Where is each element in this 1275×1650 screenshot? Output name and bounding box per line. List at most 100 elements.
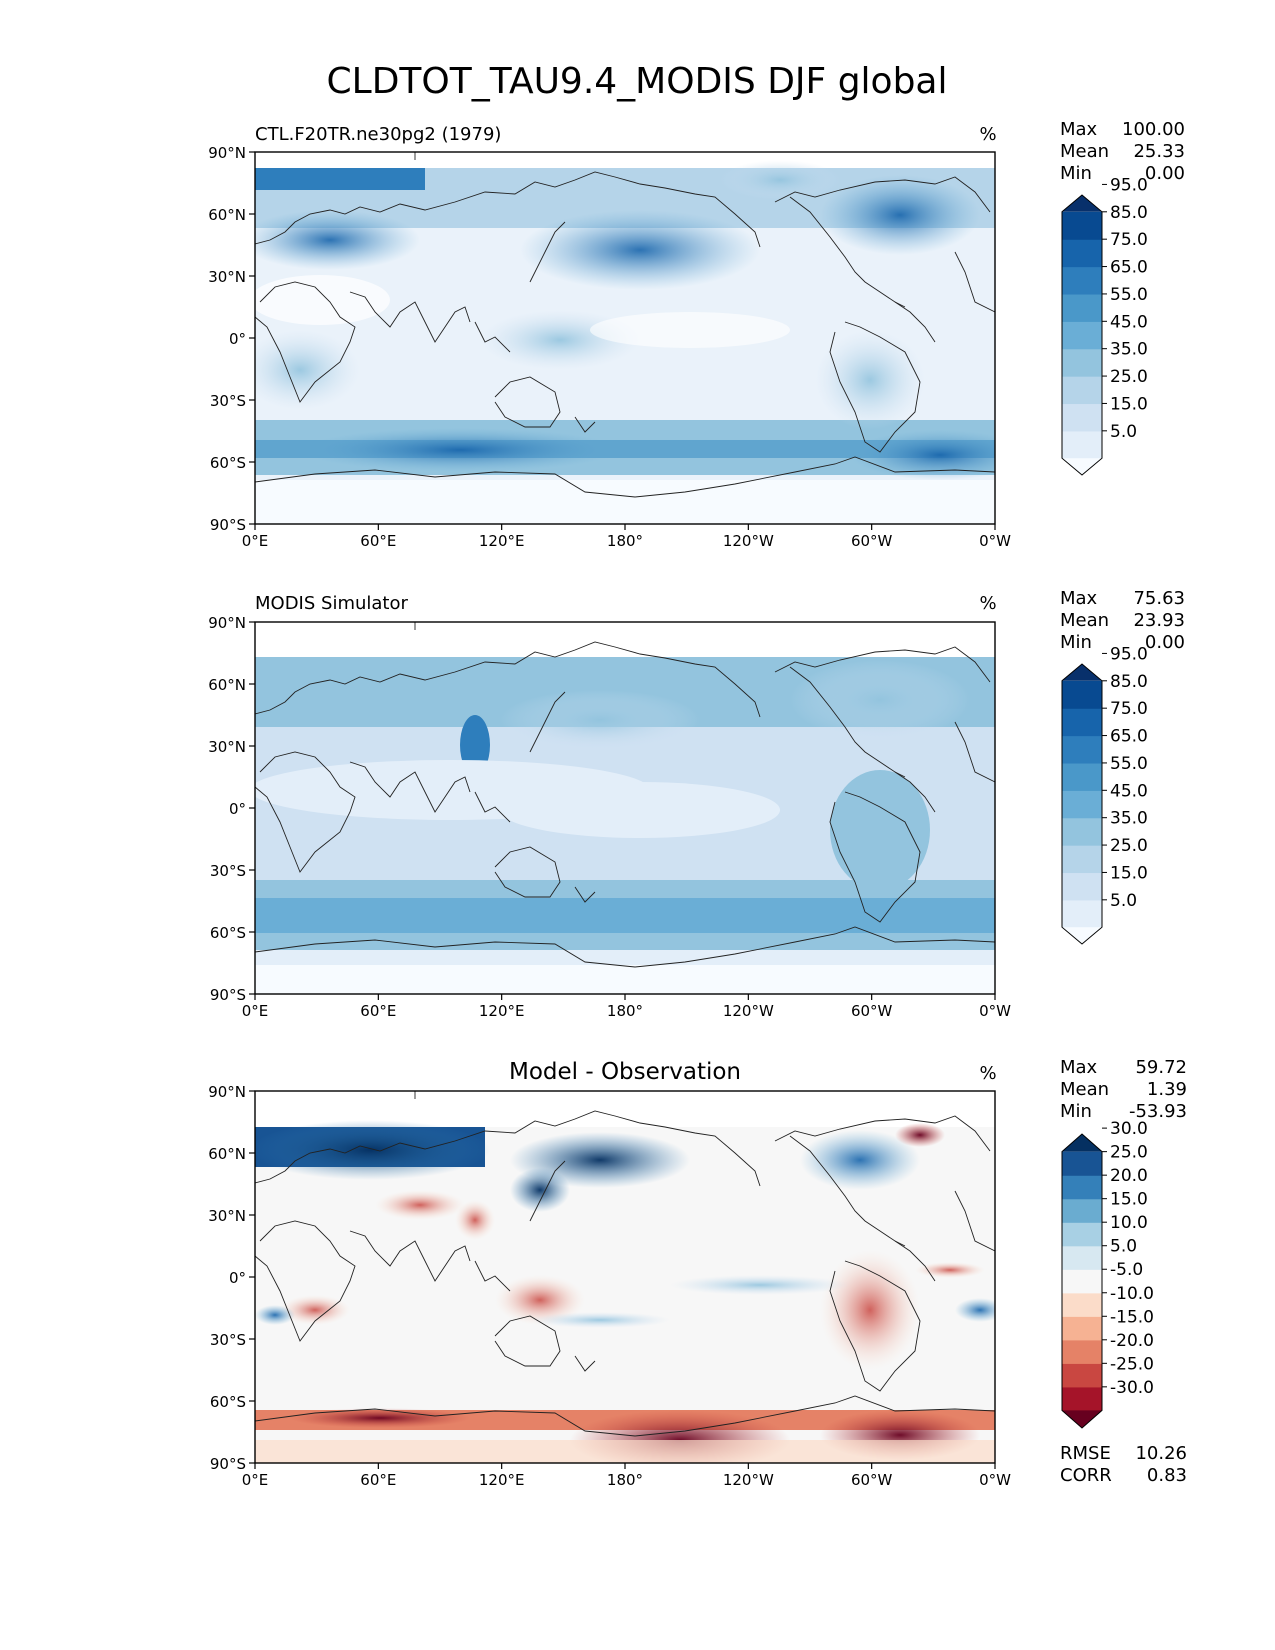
panel-units: % [979, 124, 996, 145]
colorbar-tick-label: 85.0 [1110, 203, 1148, 223]
colorbar-segment [1062, 899, 1102, 928]
colorbar-cap-max [1062, 195, 1102, 212]
colorbar-tick-label: 85.0 [1110, 672, 1148, 692]
panel-units: % [979, 593, 996, 614]
colorbar-segment [1062, 762, 1102, 791]
colorbar-segment [1062, 376, 1102, 405]
lat-tick-label: 90°N [208, 144, 246, 162]
colorbar-tick-label: 15.0 [1110, 394, 1148, 414]
panel-reference: MODIS Simulator % 90°N 60°N 30°N 0° 30°S 60°S… [208, 588, 1185, 1020]
stat-label: Mean [1060, 1079, 1109, 1100]
lat-tick-label: 30°N [208, 738, 246, 756]
colorbar-segment [1062, 1292, 1102, 1317]
colorbar-segment [1062, 1245, 1102, 1270]
stat-label: Min [1060, 1101, 1092, 1122]
panel-title-center: Model - Observation [509, 1059, 741, 1085]
stat-value: 59.72 [1135, 1057, 1187, 1078]
colorbar-outline [1061, 1133, 1103, 1429]
stat-value: 0.00 [1145, 163, 1185, 184]
colorbar-cap-max [1062, 664, 1102, 681]
lon-tick-label: 0°W [979, 1471, 1011, 1489]
colorbar-segment [1062, 293, 1102, 322]
colorbar: 5.0 15.0 25.0 35.0 45.0 55.0 65.0 75.0 85.0 95.0 [1061, 175, 1148, 476]
colorbar-tick-label: 20.0 [1110, 1166, 1148, 1186]
colorbar-segment [1062, 430, 1102, 459]
colorbar-segment [1062, 1175, 1102, 1200]
figure-title: CLDTOT_TAU9.4_MODIS DJF global [327, 61, 948, 102]
colorbar-segment [1062, 266, 1102, 295]
stat-label: CORR [1060, 1465, 1112, 1486]
colorbar-tick-label: -10.0 [1110, 1284, 1154, 1304]
colorbar-tick-label: 65.0 [1110, 727, 1148, 747]
lon-tick-label: 60°E [360, 532, 396, 550]
colorbar-segment [1062, 708, 1102, 737]
lat-tick-label: 90°S [210, 516, 246, 534]
colorbar-tick-label: 30.0 [1110, 1119, 1148, 1139]
stat-label: Min [1060, 163, 1092, 184]
panel-title-left: MODIS Simulator [255, 593, 408, 614]
colorbar-tick-label: 75.0 [1110, 699, 1148, 719]
lat-tick-label: 30°N [208, 268, 246, 286]
stat-value: 0.00 [1145, 632, 1185, 653]
colorbar-segment [1062, 211, 1102, 240]
lat-tick-label: 90°N [208, 1083, 246, 1101]
lon-tick-label: 120°E [479, 1471, 525, 1489]
colorbar-tick-label: 55.0 [1110, 285, 1148, 305]
stat-value: 25.33 [1133, 141, 1185, 162]
lat-tick-label: 60°N [208, 206, 246, 224]
stat-value: 0.83 [1147, 1465, 1187, 1486]
colorbar-tick-label: 35.0 [1110, 809, 1148, 829]
stat-value: 23.93 [1133, 610, 1185, 631]
lon-tick-label: 120°W [723, 1471, 774, 1489]
colorbar-segment [1062, 1316, 1102, 1341]
lat-tick-label: 60°S [210, 1393, 246, 1411]
colorbar-tick-label: 65.0 [1110, 258, 1148, 278]
colorbar-tick-label: 15.0 [1110, 1190, 1148, 1210]
colorbar-segment [1062, 1363, 1102, 1388]
colorbar-tick-label: 55.0 [1110, 754, 1148, 774]
lon-tick-label: 120°W [723, 532, 774, 550]
lat-tick-label: 30°S [210, 392, 246, 410]
colorbar: 5.0 15.0 25.0 35.0 45.0 55.0 65.0 75.0 85.0 95.0 [1061, 644, 1148, 945]
lon-tick-label: 60°W [851, 532, 893, 550]
lon-tick-label: 60°W [851, 1002, 893, 1020]
stat-label: Mean [1060, 610, 1109, 631]
map-field [255, 152, 995, 524]
error-stats-block: RMSE 10.26 CORR 0.83 [1060, 1443, 1187, 1486]
lon-tick-label: 60°E [360, 1002, 396, 1020]
colorbar-tick-label: 35.0 [1110, 340, 1148, 360]
lat-tick-label: 60°S [210, 924, 246, 942]
lat-tick-label: 0° [229, 800, 246, 818]
colorbar-segment [1062, 1339, 1102, 1364]
panel-title-left: CTL.F20TR.ne30pg2 (1979) [255, 124, 501, 145]
stat-label: Min [1060, 632, 1092, 653]
lat-tick-label: 90°S [210, 1455, 246, 1473]
panel-units: % [979, 1063, 996, 1084]
lon-tick-label: 60°E [360, 1471, 396, 1489]
stat-value: 1.39 [1147, 1079, 1187, 1100]
panel-test: CTL.F20TR.ne30pg2 (1979) % 90°N60 [208, 119, 1185, 550]
stat-label: Max [1060, 1057, 1098, 1078]
lat-tick-label: 90°N [208, 614, 246, 632]
colorbar-segment [1062, 735, 1102, 764]
colorbar-tick-label: -20.0 [1110, 1331, 1154, 1351]
colorbar-outline [1061, 663, 1103, 945]
colorbar-segment [1062, 872, 1102, 901]
lat-tick-label: 30°N [208, 1207, 246, 1225]
colorbar-tick-label: -5.0 [1110, 1260, 1143, 1280]
colorbar-segment [1062, 321, 1102, 350]
map-field [255, 1091, 995, 1463]
colorbar-segment [1062, 680, 1102, 709]
colorbar-segment [1062, 403, 1102, 432]
colorbar-segment [1062, 817, 1102, 846]
lat-tick-label: 30°S [210, 862, 246, 880]
map-field [255, 622, 995, 994]
stat-label: Max [1060, 119, 1098, 140]
colorbar-cap-min [1062, 458, 1102, 475]
panel-diff: Model - Observation % [208, 1057, 1187, 1489]
colorbar-cap-max [1062, 1134, 1102, 1152]
lat-tick-label: 0° [229, 1269, 246, 1287]
colorbar: -30.0 -25.0 -20.0 -15.0 -10.0 -5.0 5.0 10.0 15.0… [1061, 1119, 1154, 1429]
stat-label: RMSE [1060, 1443, 1111, 1464]
